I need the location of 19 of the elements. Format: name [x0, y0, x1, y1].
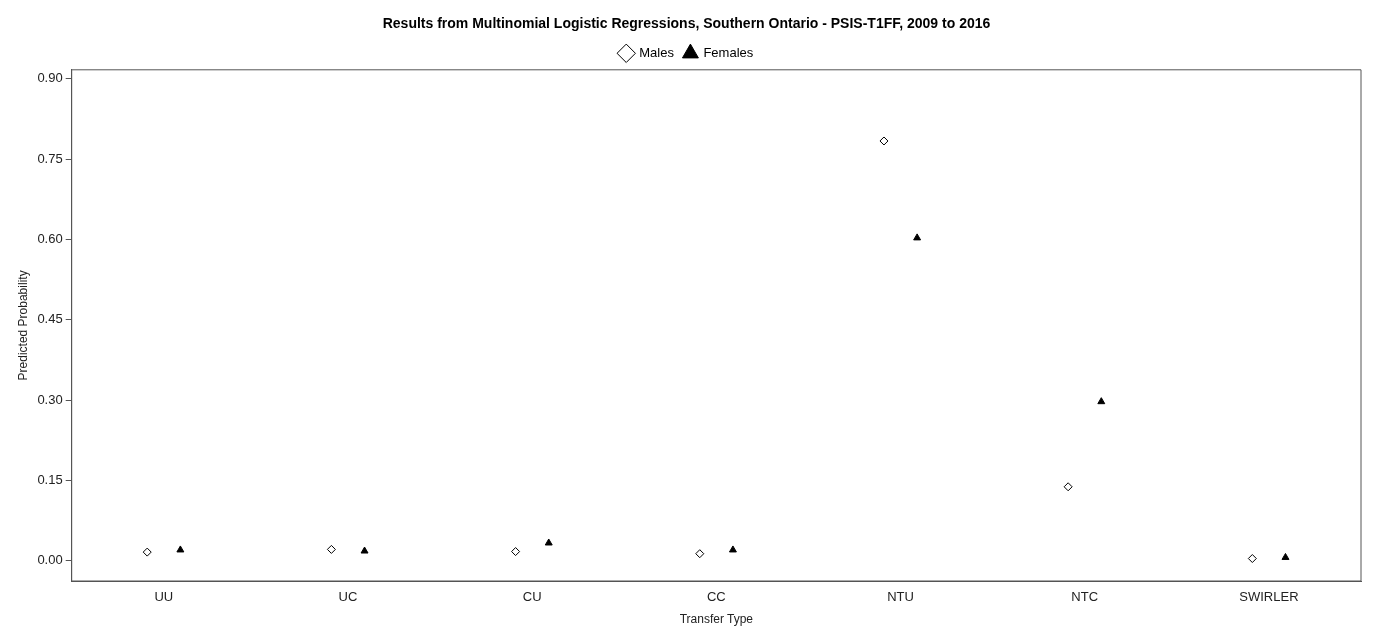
- y-tick-label: 0.30: [37, 391, 63, 407]
- legend-label: Males: [639, 44, 675, 60]
- x-tick-label: CC: [706, 589, 726, 605]
- x-tick-label: NTC: [1071, 589, 1099, 605]
- x-tick-label: UU: [154, 589, 174, 605]
- y-axis-title: Predicted Probability: [15, 270, 30, 381]
- x-tick-label: UC: [338, 589, 358, 605]
- legend-label: Females: [703, 44, 754, 60]
- x-tick-label: SWIRLER: [1239, 589, 1299, 605]
- y-tick-label: 0.75: [37, 150, 63, 166]
- chart-title: Results from Multinomial Logistic Regressions, Southern Ontario - PSIS-T1FF, 2009 to 2016: [382, 15, 991, 32]
- y-tick-label: 0.15: [37, 471, 63, 487]
- x-tick-label: NTU: [887, 589, 914, 605]
- y-tick-label: 0.45: [37, 311, 63, 327]
- y-tick-label: 0.60: [37, 231, 63, 247]
- x-tick-label: CU: [522, 589, 542, 605]
- x-axis-title: Transfer Type: [679, 612, 754, 627]
- y-tick-label: 0.00: [37, 552, 63, 568]
- y-tick-label: 0.90: [37, 70, 63, 86]
